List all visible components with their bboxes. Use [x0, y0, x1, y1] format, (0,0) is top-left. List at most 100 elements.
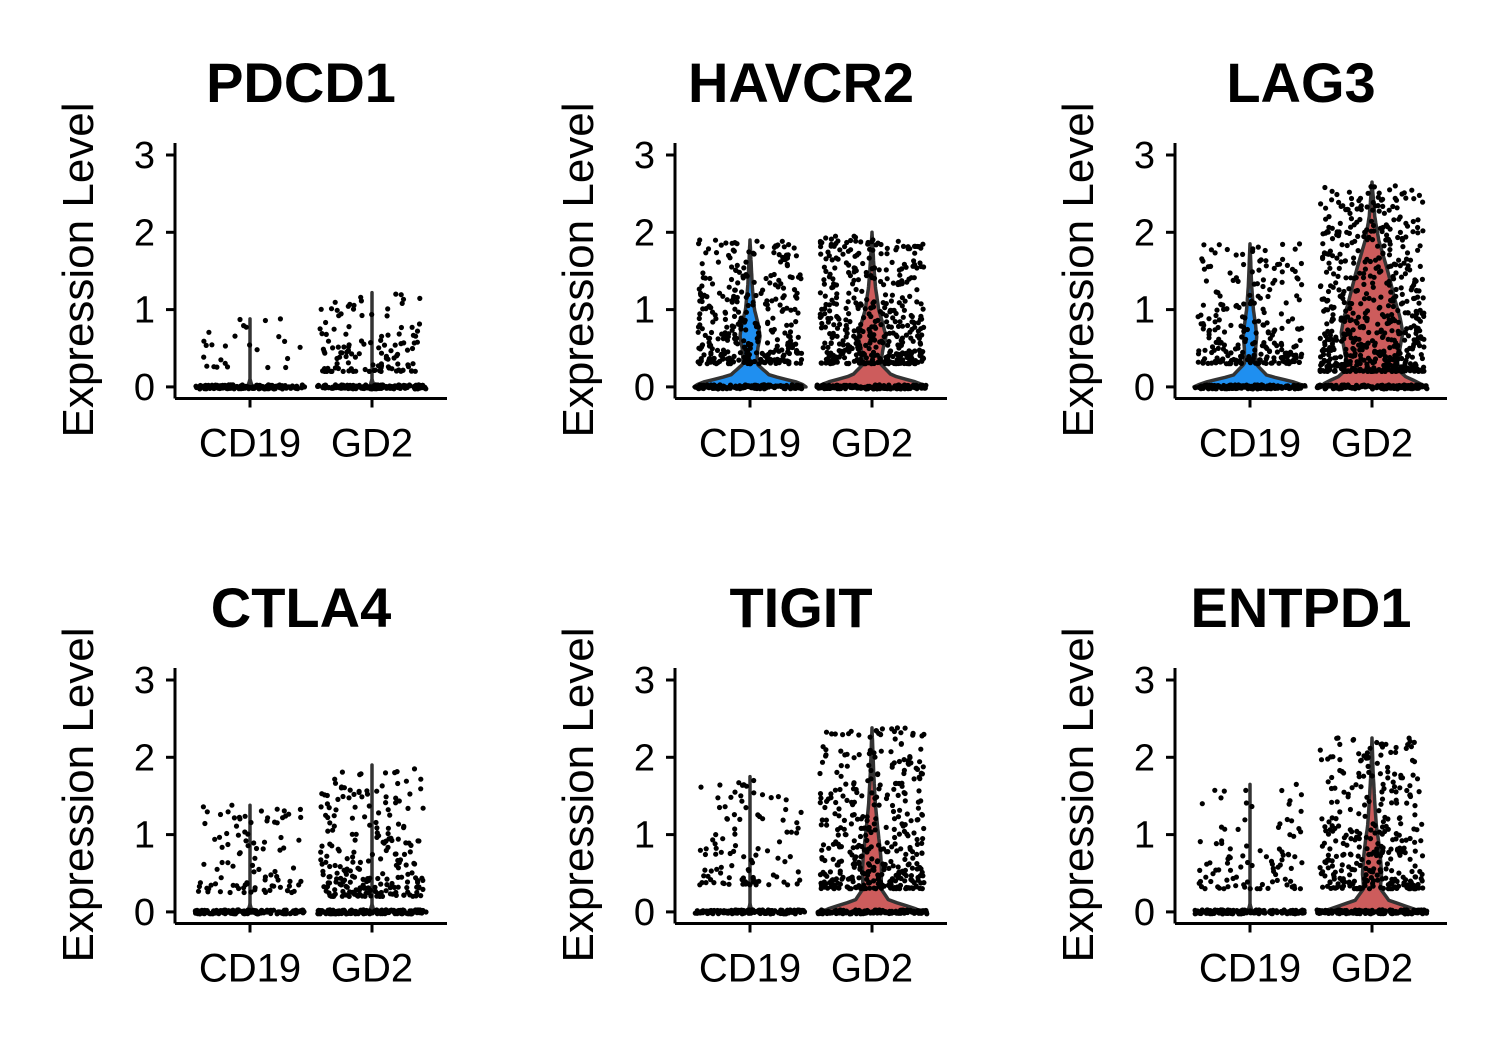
data-point: [914, 299, 919, 304]
data-point: [320, 909, 325, 914]
data-point: [896, 239, 901, 244]
data-point: [901, 771, 906, 776]
data-point: [791, 385, 796, 390]
data-point: [1378, 771, 1383, 776]
data-point: [1419, 383, 1424, 388]
data-point: [889, 325, 894, 330]
data-point: [1399, 275, 1404, 280]
data-point: [844, 306, 849, 311]
data-point: [696, 241, 701, 246]
data-point: [762, 360, 767, 365]
data-point: [741, 875, 746, 880]
data-point: [1403, 385, 1408, 390]
data-point: [1408, 258, 1413, 263]
data-point: [1348, 353, 1353, 358]
data-point: [1228, 350, 1233, 355]
data-point: [1370, 360, 1375, 365]
data-point: [1248, 908, 1253, 913]
data-point: [825, 345, 830, 350]
data-point: [214, 365, 219, 370]
data-point: [825, 386, 830, 391]
data-point: [1298, 338, 1303, 343]
data-point: [782, 244, 787, 249]
data-point: [229, 803, 234, 808]
data-point: [364, 891, 369, 896]
data-point: [844, 910, 849, 915]
data-point: [1326, 779, 1331, 784]
data-point: [363, 384, 368, 389]
panel-title: CTLA4: [211, 576, 391, 639]
data-point: [857, 861, 862, 866]
data-point: [828, 869, 833, 874]
data-point: [1366, 330, 1371, 335]
data-point: [780, 358, 785, 363]
data-point: [823, 294, 828, 299]
data-point: [1392, 884, 1397, 889]
data-point: [1384, 384, 1389, 389]
data-point: [1387, 187, 1392, 192]
data-point: [386, 807, 391, 812]
data-point: [1262, 310, 1267, 315]
data-point: [697, 322, 702, 327]
data-point: [906, 361, 911, 366]
data-point: [323, 383, 328, 388]
data-point: [370, 852, 375, 857]
data-point: [286, 812, 291, 817]
data-point: [396, 875, 401, 880]
data-point: [840, 252, 845, 257]
data-point: [728, 795, 733, 800]
data-point: [405, 890, 410, 895]
y-tick-label: 2: [134, 737, 155, 779]
data-point: [1351, 261, 1356, 266]
data-point: [329, 306, 334, 311]
data-point: [861, 360, 866, 365]
data-point: [323, 860, 328, 865]
data-point: [382, 343, 387, 348]
data-point: [875, 772, 880, 777]
data-point: [825, 250, 830, 255]
data-point: [1328, 333, 1333, 338]
data-point: [698, 910, 703, 915]
data-point: [765, 355, 770, 360]
data-point: [1336, 287, 1341, 292]
data-point: [218, 383, 223, 388]
data-point: [793, 319, 798, 324]
data-point: [846, 349, 851, 354]
data-point: [1357, 885, 1362, 890]
data-point: [835, 315, 840, 320]
data-point: [897, 273, 902, 278]
data-point: [1344, 843, 1349, 848]
data-point: [856, 875, 861, 880]
data-point: [723, 310, 728, 315]
data-point: [754, 350, 759, 355]
data-point: [347, 894, 352, 899]
data-point: [1399, 191, 1404, 196]
data-point: [716, 911, 721, 916]
data-point: [1225, 386, 1230, 391]
data-point: [1395, 205, 1400, 210]
data-point: [241, 911, 246, 916]
data-point: [388, 891, 393, 896]
data-point: [711, 908, 716, 913]
data-point: [336, 366, 341, 371]
y-tick-label: 3: [1134, 660, 1155, 702]
data-point: [1320, 361, 1325, 366]
data-point: [330, 909, 335, 914]
data-point: [346, 360, 351, 365]
data-point: [1338, 294, 1343, 299]
data-point: [719, 850, 724, 855]
data-point: [896, 864, 901, 869]
data-point: [1290, 316, 1295, 321]
data-point: [903, 726, 908, 731]
data-point: [771, 350, 776, 355]
data-point: [221, 909, 226, 914]
data-point: [883, 386, 888, 391]
data-point: [1276, 361, 1281, 366]
data-point: [1294, 355, 1299, 360]
data-point: [1279, 326, 1284, 331]
data-point: [899, 278, 904, 283]
data-point: [413, 893, 418, 898]
data-point: [213, 383, 218, 388]
data-point: [269, 909, 274, 914]
data-point: [1279, 341, 1284, 346]
